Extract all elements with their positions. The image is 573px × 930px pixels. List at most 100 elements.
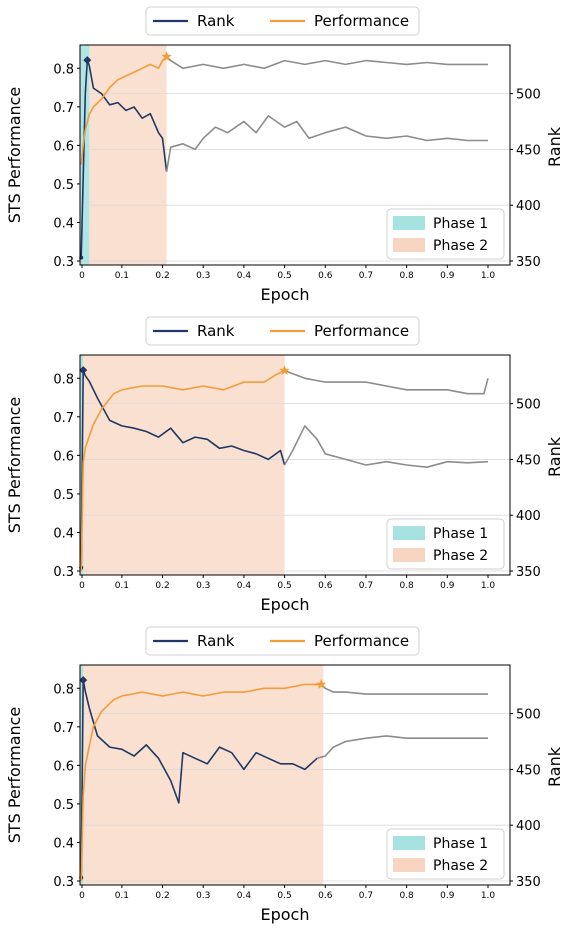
y-left-tick-label: 0.8 bbox=[53, 372, 74, 387]
y-left-tick-label: 0.5 bbox=[53, 488, 74, 503]
x-tick-label: 0.4 bbox=[237, 891, 252, 901]
x-tick-label: 0.6 bbox=[318, 271, 333, 281]
x-tick-label: 0.7 bbox=[359, 271, 373, 281]
rank-line-after-transition bbox=[316, 735, 488, 760]
y-right-axis-label: Rank bbox=[545, 746, 564, 787]
legend-performance-label: Performance bbox=[314, 632, 409, 650]
phase1-region bbox=[80, 45, 90, 265]
performance-peak-star bbox=[279, 365, 290, 375]
legend-rank-label: Rank bbox=[197, 12, 235, 30]
performance-peak-star bbox=[316, 678, 327, 689]
performance-line-after-transition bbox=[284, 369, 489, 395]
y-right-tick-label: 350 bbox=[516, 565, 541, 580]
x-tick-label: 0.2 bbox=[155, 891, 169, 901]
legend-phase2-swatch bbox=[393, 548, 425, 562]
legend-top: Rank Performance bbox=[145, 6, 420, 36]
x-tick-label: 0.8 bbox=[399, 581, 414, 591]
legend-phase1-label: Phase 1 bbox=[433, 526, 488, 542]
y-right-tick-label: 400 bbox=[516, 199, 541, 214]
x-tick-label: 0.1 bbox=[115, 891, 129, 901]
x-tick-label: 0.6 bbox=[318, 581, 333, 591]
y-left-tick-label: 0.5 bbox=[53, 798, 74, 813]
y-right-tick-label: 400 bbox=[516, 509, 541, 524]
legend-phase: Phase 1 Phase 2 bbox=[386, 828, 505, 880]
x-tick-label: 0.8 bbox=[399, 891, 414, 901]
x-tick-label: 0.5 bbox=[277, 891, 291, 901]
x-tick-label: 0.1 bbox=[115, 271, 129, 281]
y-right-tick-label: 350 bbox=[516, 255, 541, 270]
chart-panel-1: 0 0.1 0.2 0.3 0.4 0.5 0.6 0.7 0.8 0.9 1.0 0.3 0.4 0.5… bbox=[5, 6, 564, 304]
y-left-tick-label: 0.4 bbox=[53, 836, 74, 851]
x-tick-label: 0.3 bbox=[196, 891, 210, 901]
legend-phase2-swatch bbox=[393, 858, 425, 872]
y-left-tick-label: 0.3 bbox=[53, 255, 74, 270]
y-left-axis-label: STS Performance bbox=[5, 87, 24, 224]
x-tick-label: 0.9 bbox=[440, 891, 455, 901]
rank-max-marker bbox=[79, 366, 88, 375]
x-axis-label: Epoch bbox=[261, 285, 310, 304]
y-right-tick-label: 450 bbox=[516, 453, 541, 468]
legend-phase2-swatch bbox=[393, 238, 425, 252]
x-tick-label: 1.0 bbox=[481, 581, 496, 591]
y-left-tick-label: 0.3 bbox=[53, 875, 74, 890]
chart-panel-3: 0 0.1 0.2 0.3 0.4 0.5 0.6 0.7 0.8 0.9 1.0 0.3 0.4 0.5… bbox=[5, 626, 564, 924]
y-left-tick-label: 0.4 bbox=[53, 526, 74, 541]
x-tick-label: 0.5 bbox=[277, 271, 291, 281]
axes-frame bbox=[79, 664, 511, 886]
x-tick-label: 0.7 bbox=[359, 891, 373, 901]
x-axis-label: Epoch bbox=[261, 905, 310, 924]
x-tick-label: 0.9 bbox=[440, 581, 455, 591]
chart-panel-2: 0 0.1 0.2 0.3 0.4 0.5 0.6 0.7 0.8 0.9 1.0 0.3 0.4 0.5… bbox=[5, 316, 564, 614]
legend-phase1-label: Phase 1 bbox=[433, 836, 488, 852]
legend-performance-label: Performance bbox=[314, 12, 409, 30]
performance-line bbox=[80, 56, 168, 165]
y-left-tick-label: 0.7 bbox=[53, 101, 74, 116]
y-right-tick-label: 400 bbox=[516, 819, 541, 834]
legend-rank-label: Rank bbox=[197, 322, 235, 340]
y-left-tick-label: 0.6 bbox=[53, 139, 74, 154]
performance-peak-star bbox=[161, 51, 172, 62]
x-tick-label: 0 bbox=[79, 891, 85, 901]
x-tick-label: 0.4 bbox=[237, 271, 252, 281]
x-tick-label: 0.2 bbox=[155, 581, 169, 591]
x-tick-label: 0.9 bbox=[440, 271, 455, 281]
legend-phase1-swatch bbox=[393, 836, 425, 850]
y-left-axis-label: STS Performance bbox=[5, 707, 24, 844]
x-tick-label: 0.1 bbox=[115, 581, 129, 591]
rank-line bbox=[80, 679, 318, 878]
rank-max-marker bbox=[83, 56, 92, 65]
y-left-tick-label: 0.6 bbox=[53, 759, 74, 774]
x-tick-label: 0.5 bbox=[277, 581, 291, 591]
y-left-axis-label: STS Performance bbox=[5, 397, 24, 534]
x-tick-label: 0.6 bbox=[318, 891, 333, 901]
x-axis-label: Epoch bbox=[261, 595, 310, 614]
y-right-tick-label: 500 bbox=[516, 88, 541, 103]
rank-max-marker bbox=[79, 676, 88, 685]
y-left-tick-label: 0.8 bbox=[53, 62, 74, 77]
y-left-tick-label: 0.8 bbox=[53, 682, 74, 697]
y-right-tick-label: 450 bbox=[516, 763, 541, 778]
axes-frame bbox=[79, 44, 511, 266]
y-right-axis-label: Rank bbox=[545, 436, 564, 477]
y-right-tick-label: 350 bbox=[516, 875, 541, 890]
y-left-tick-label: 0.5 bbox=[53, 178, 74, 193]
x-tick-label: 0.2 bbox=[155, 271, 169, 281]
rank-line-after-transition bbox=[283, 425, 489, 469]
legend-top: Rank Performance bbox=[145, 316, 420, 346]
x-tick-label: 0 bbox=[79, 581, 85, 591]
phase2-region bbox=[89, 45, 167, 265]
y-right-axis-label: Rank bbox=[545, 126, 564, 167]
legend-phase2-label: Phase 2 bbox=[433, 548, 488, 564]
phase2-region bbox=[82, 355, 285, 575]
x-tick-label: 1.0 bbox=[481, 271, 496, 281]
x-tick-label: 0.3 bbox=[196, 271, 210, 281]
performance-line bbox=[80, 683, 322, 882]
y-right-tick-label: 500 bbox=[516, 398, 541, 413]
legend-phase1-swatch bbox=[393, 216, 425, 230]
legend-phase1-label: Phase 1 bbox=[433, 216, 488, 232]
legend-phase1-swatch bbox=[393, 526, 425, 540]
legend-phase: Phase 1 Phase 2 bbox=[386, 208, 505, 260]
rank-line bbox=[80, 369, 286, 568]
y-left-tick-label: 0.7 bbox=[53, 721, 74, 736]
